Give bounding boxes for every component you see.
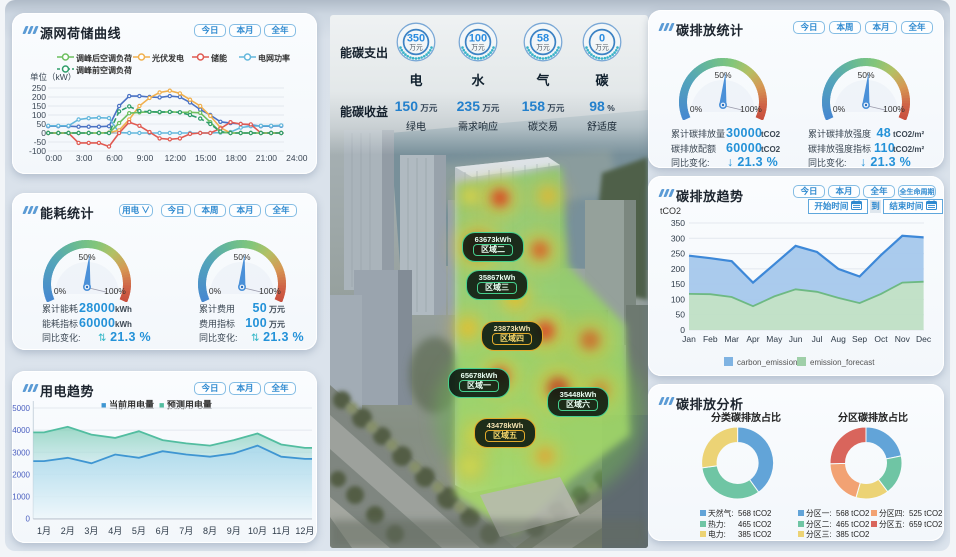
svg-text:58: 58 [537, 33, 549, 45]
svg-text:350: 350 [407, 33, 425, 45]
svg-text:100%: 100% [259, 286, 281, 296]
svg-text:6:00: 6:00 [106, 153, 123, 163]
svg-text:6月: 6月 [156, 526, 170, 536]
svg-text:1000: 1000 [12, 493, 30, 502]
svg-text:2月: 2月 [61, 526, 75, 536]
svg-text:100: 100 [32, 110, 46, 120]
svg-text:Dec: Dec [916, 334, 932, 344]
svg-text:9月: 9月 [227, 526, 241, 536]
svg-text:21:00: 21:00 [256, 153, 278, 163]
svg-text:200: 200 [32, 92, 46, 102]
svg-text:150: 150 [32, 101, 46, 111]
svg-text:12:00: 12:00 [165, 153, 187, 163]
svg-text:24:00: 24:00 [286, 153, 308, 163]
svg-text:50: 50 [676, 310, 686, 320]
svg-text:Sep: Sep [852, 334, 867, 344]
svg-text:50%: 50% [233, 252, 250, 262]
svg-text:250: 250 [32, 83, 46, 93]
svg-text:350: 350 [671, 218, 685, 228]
svg-text:4000: 4000 [12, 426, 30, 435]
svg-text:11月: 11月 [272, 526, 290, 536]
svg-text:5000: 5000 [12, 404, 30, 413]
svg-text:-100: -100 [29, 146, 46, 156]
svg-text:100%: 100% [104, 286, 126, 296]
svg-text:Oct: Oct [874, 334, 888, 344]
svg-text:Mar: Mar [724, 334, 739, 344]
svg-text:3000: 3000 [12, 448, 30, 457]
svg-text:12月: 12月 [295, 526, 314, 536]
svg-text:15:00: 15:00 [195, 153, 217, 163]
svg-text:300: 300 [671, 233, 685, 243]
svg-text:100: 100 [671, 294, 685, 304]
svg-text:0%: 0% [209, 286, 222, 296]
svg-text:150: 150 [671, 279, 685, 289]
svg-text:3月: 3月 [84, 526, 98, 536]
svg-text:10月: 10月 [248, 526, 267, 536]
svg-text:100%: 100% [740, 104, 762, 114]
svg-text:250: 250 [671, 249, 685, 259]
svg-text:0:00: 0:00 [45, 153, 62, 163]
svg-text:Aug: Aug [831, 334, 846, 344]
svg-text:0: 0 [26, 515, 31, 524]
svg-text:Feb: Feb [703, 334, 718, 344]
svg-text:50: 50 [37, 119, 47, 129]
svg-text:2000: 2000 [12, 470, 30, 479]
svg-text:0%: 0% [833, 104, 846, 114]
svg-text:emission_forecast: emission_forecast [810, 358, 875, 367]
svg-text:100: 100 [469, 33, 487, 45]
svg-text:万元: 万元 [471, 44, 485, 52]
svg-text:万元: 万元 [595, 44, 609, 52]
svg-text:0: 0 [599, 33, 605, 45]
svg-text:4月: 4月 [108, 526, 122, 536]
svg-text:50%: 50% [857, 70, 874, 80]
svg-text:7月: 7月 [179, 526, 193, 536]
svg-text:Apr: Apr [746, 334, 759, 344]
svg-text:Jul: Jul [812, 334, 823, 344]
svg-text:万元: 万元 [536, 44, 550, 52]
svg-text:8月: 8月 [203, 526, 217, 536]
svg-text:50%: 50% [714, 70, 731, 80]
svg-text:9:00: 9:00 [137, 153, 154, 163]
svg-text:Jan: Jan [682, 334, 696, 344]
svg-text:May: May [766, 334, 783, 344]
svg-text:100%: 100% [883, 104, 905, 114]
svg-text:50%: 50% [78, 252, 95, 262]
svg-text:carbon_emission: carbon_emission [737, 358, 797, 367]
svg-text:Jun: Jun [789, 334, 803, 344]
svg-text:万元: 万元 [409, 44, 423, 52]
svg-text:Nov: Nov [895, 334, 911, 344]
svg-text:-50: -50 [34, 137, 47, 147]
svg-text:0%: 0% [54, 286, 67, 296]
svg-text:3:00: 3:00 [76, 153, 93, 163]
svg-text:0%: 0% [690, 104, 703, 114]
svg-text:5月: 5月 [132, 526, 146, 536]
svg-text:0: 0 [680, 325, 685, 335]
svg-text:200: 200 [671, 264, 685, 274]
svg-text:0: 0 [41, 128, 46, 138]
svg-text:1月: 1月 [37, 526, 51, 536]
svg-text:18:00: 18:00 [225, 153, 247, 163]
